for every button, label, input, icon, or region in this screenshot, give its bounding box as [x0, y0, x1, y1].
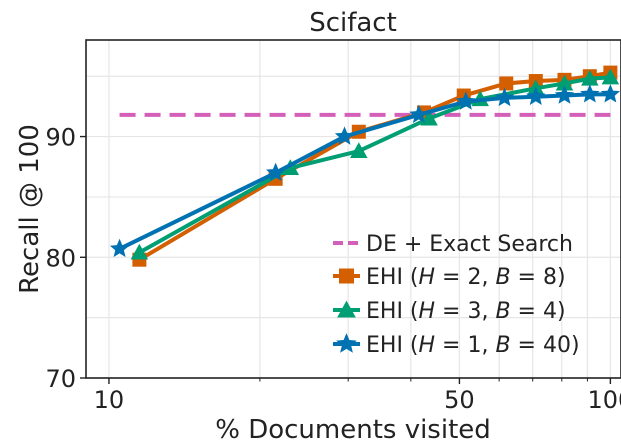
x-axis-title: % Documents visited [215, 415, 491, 442]
series-line [118, 92, 611, 251]
x-axis-ticks: 10 50 100 [94, 378, 621, 414]
data-point [350, 142, 368, 159]
series-3 [109, 84, 621, 258]
legend-swatch-marker [336, 333, 357, 353]
data-point [109, 238, 130, 258]
series-group [109, 65, 621, 267]
data-point [555, 74, 574, 91]
data-point [601, 68, 620, 85]
data-point [409, 104, 429, 124]
data-point [334, 126, 355, 145]
data-point [580, 84, 600, 103]
y-tick-label: 90 [45, 124, 76, 152]
legend-label-series-3: EHI (H = 1, B = 40) [366, 333, 580, 358]
legend-label-reference: DE + Exact Search [366, 232, 573, 257]
y-axis-title: Recall @ 100 [15, 124, 45, 294]
data-point [600, 84, 621, 103]
data-point [526, 86, 546, 105]
x-tick-label: 10 [94, 386, 125, 414]
y-axis-ticks: 70 80 90 [45, 124, 86, 393]
data-point [494, 87, 515, 107]
legend: DE + Exact Search EHI (H = 2, B = 8) EHI (… [333, 232, 580, 358]
x-tick-label: 100 [587, 386, 621, 414]
data-point [420, 109, 438, 126]
data-point [554, 85, 575, 104]
data-point [456, 91, 476, 110]
data-point [581, 69, 599, 86]
y-tick-label: 70 [45, 365, 76, 393]
legend-swatch-marker [337, 300, 356, 318]
data-point [265, 162, 286, 181]
legend-label-series-2: EHI (H = 3, B = 4) [366, 299, 566, 324]
legend-label-series-1: EHI (H = 2, B = 8) [366, 265, 566, 290]
plot-frame [85, 39, 621, 379]
data-point [499, 76, 514, 91]
chart-title: Scifact [309, 8, 397, 38]
data-point [130, 243, 149, 260]
y-tick-label: 80 [45, 244, 76, 272]
series-line [138, 70, 611, 262]
x-tick-label: 50 [444, 386, 475, 414]
legend-swatch-marker [339, 268, 354, 284]
